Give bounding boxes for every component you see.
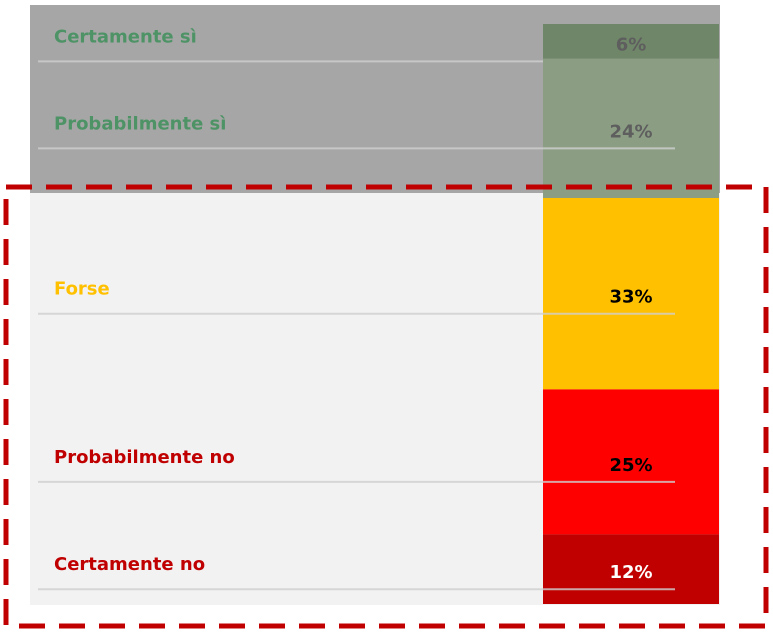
category-label: Probabilmente no (54, 447, 235, 468)
highlight-frame (3, 184, 769, 629)
category-label: Forse (54, 279, 110, 300)
bar-segment (543, 389, 719, 535)
bar-segment (543, 24, 719, 59)
value-label: 24% (609, 121, 652, 142)
value-label: 12% (609, 562, 652, 583)
category-label: Probabilmente sì (54, 113, 226, 134)
value-label: 25% (609, 455, 652, 476)
bar-segment (543, 58, 719, 198)
category-label: Certamente sì (54, 26, 197, 47)
stacked-bar: Certamente sì 6% Probabilmente sì 24% Forse 3… (38, 24, 719, 604)
bar-segment (543, 534, 719, 604)
bar-segment (543, 198, 719, 390)
category-label: Certamente no (54, 554, 205, 575)
value-label: 6% (616, 34, 647, 55)
value-label: 33% (609, 287, 652, 308)
